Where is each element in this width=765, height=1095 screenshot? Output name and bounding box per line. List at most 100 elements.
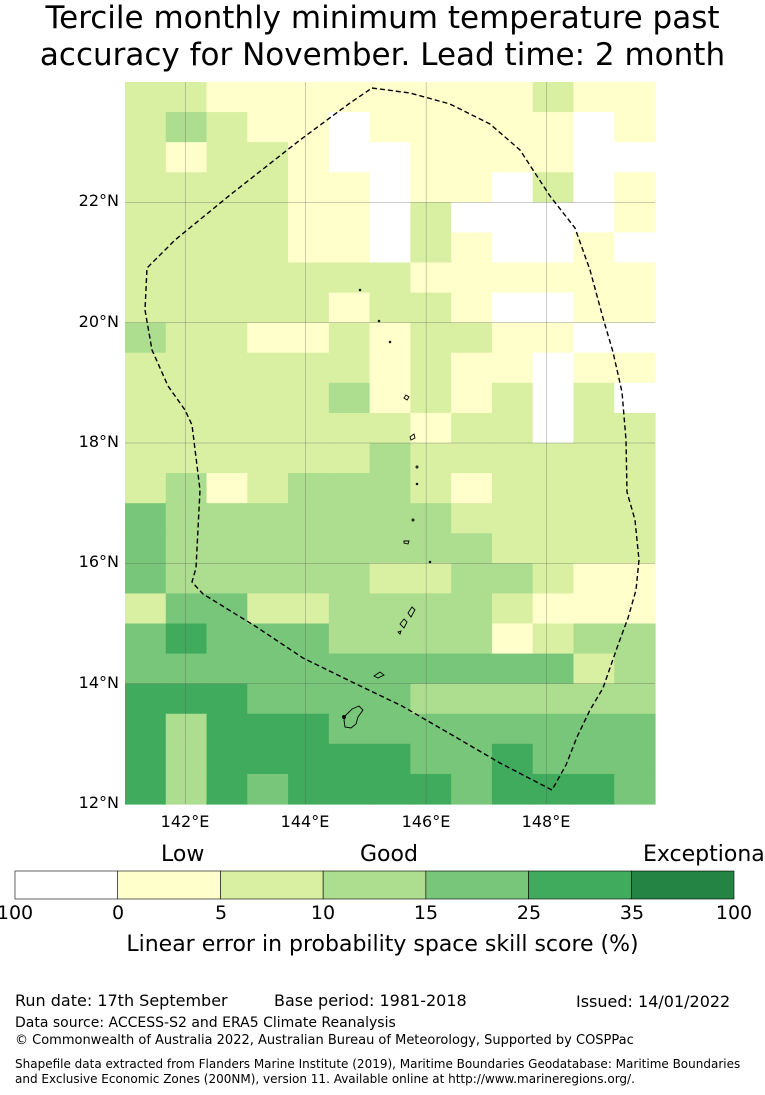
island-maug bbox=[409, 433, 416, 441]
grid-cell bbox=[125, 713, 167, 745]
grid-cell bbox=[288, 563, 330, 595]
grid-cell bbox=[491, 563, 534, 595]
grid-cell bbox=[614, 503, 656, 534]
grid-cell bbox=[247, 172, 289, 203]
grid-cell bbox=[328, 773, 371, 805]
grid-cell bbox=[410, 503, 452, 534]
grid-cell bbox=[247, 713, 289, 745]
grid-cell bbox=[247, 563, 289, 595]
grid-cell bbox=[451, 563, 493, 595]
grid-cell bbox=[125, 232, 167, 264]
grid-cell bbox=[532, 503, 575, 534]
grid-cell bbox=[532, 473, 575, 504]
grid-cell bbox=[206, 623, 248, 655]
grid-cell bbox=[206, 112, 248, 143]
grid-cell bbox=[288, 112, 330, 143]
grid-cell bbox=[491, 292, 534, 324]
grid-cell bbox=[206, 683, 248, 715]
grid-cell bbox=[491, 112, 534, 143]
grid-cell bbox=[165, 773, 208, 805]
grid-cell bbox=[247, 382, 289, 414]
grid-cell bbox=[410, 202, 452, 234]
grid-cell bbox=[614, 533, 656, 564]
grid-cell bbox=[410, 112, 452, 143]
grid-cell bbox=[165, 563, 208, 595]
colorbar-title: Linear error in probability space skill … bbox=[126, 932, 639, 957]
grid-cell bbox=[410, 623, 452, 655]
island-aguijan bbox=[397, 630, 402, 635]
grid-cell bbox=[125, 653, 167, 685]
grid-cell bbox=[532, 262, 575, 294]
grid-cell bbox=[614, 112, 656, 143]
grid-cell bbox=[288, 653, 330, 685]
grid-cell bbox=[451, 172, 493, 203]
grid-cell bbox=[125, 683, 167, 715]
chart-title: Tercile monthly minimum temperature past… bbox=[0, 0, 765, 74]
grid-cell bbox=[573, 653, 615, 685]
grid-cell bbox=[491, 443, 534, 474]
grid-cell bbox=[369, 503, 411, 534]
grid-cell bbox=[614, 443, 656, 474]
grid-cell bbox=[165, 292, 208, 324]
grid-cell bbox=[125, 202, 167, 234]
colorbar-segment bbox=[14, 870, 119, 900]
grid-cell bbox=[206, 322, 248, 354]
colorbar-tick: 15 bbox=[413, 902, 439, 924]
island-north-1 bbox=[358, 288, 362, 292]
colorbar-tick: 100 bbox=[0, 902, 34, 924]
grid-cell bbox=[328, 503, 371, 534]
grid-cell bbox=[491, 232, 534, 264]
grid-cell bbox=[410, 593, 452, 625]
grid-cell bbox=[614, 322, 656, 354]
grid-cell bbox=[491, 623, 534, 655]
grid-cell bbox=[410, 473, 452, 504]
grid-cell bbox=[451, 202, 493, 234]
grid-cell bbox=[410, 262, 452, 294]
grid-cell bbox=[532, 382, 575, 414]
grid-cell bbox=[247, 623, 289, 655]
lat-tick-16: 16°N bbox=[78, 552, 119, 571]
grid-cell bbox=[165, 443, 208, 474]
grid-cell bbox=[451, 232, 493, 264]
grid-cell bbox=[328, 172, 371, 203]
grid-cell bbox=[125, 743, 167, 775]
grid-cell bbox=[288, 593, 330, 625]
grid-cell bbox=[451, 533, 493, 564]
grid-cell bbox=[328, 82, 371, 113]
colorbar-segment bbox=[528, 870, 632, 900]
grid-cell bbox=[165, 412, 208, 444]
grid-cell bbox=[125, 82, 167, 113]
grid-cell bbox=[206, 172, 248, 203]
grid-cell bbox=[288, 232, 330, 264]
island-asuncion bbox=[415, 465, 419, 469]
grid-cell bbox=[369, 533, 411, 564]
grid-cell bbox=[165, 503, 208, 534]
grid-cell bbox=[532, 322, 575, 354]
grid-cell bbox=[573, 563, 615, 595]
grid-cell bbox=[369, 232, 411, 264]
colorbar-tick: 10 bbox=[310, 902, 336, 924]
grid-cell bbox=[573, 232, 615, 264]
grid-cell bbox=[451, 473, 493, 504]
grid-cell bbox=[125, 322, 167, 354]
grid-cell bbox=[532, 142, 575, 173]
grid-cell bbox=[165, 82, 208, 113]
grid-cell bbox=[288, 382, 330, 414]
lon-tick-144: 144°E bbox=[280, 812, 330, 831]
grid-cell bbox=[206, 533, 248, 564]
grid-cell bbox=[125, 443, 167, 474]
grid-cell bbox=[247, 292, 289, 324]
grid-cell bbox=[369, 112, 411, 143]
grid-cell bbox=[369, 623, 411, 655]
grid-cell bbox=[288, 262, 330, 294]
grid-cell bbox=[451, 593, 493, 625]
colorbar-segment bbox=[117, 870, 221, 900]
grid-cell bbox=[206, 773, 248, 805]
grid-cell bbox=[451, 142, 493, 173]
grid-cell bbox=[125, 412, 167, 444]
grid-cell bbox=[206, 142, 248, 173]
grid-cell bbox=[206, 713, 248, 745]
grid-cell bbox=[573, 322, 615, 354]
grid-cell bbox=[288, 202, 330, 234]
